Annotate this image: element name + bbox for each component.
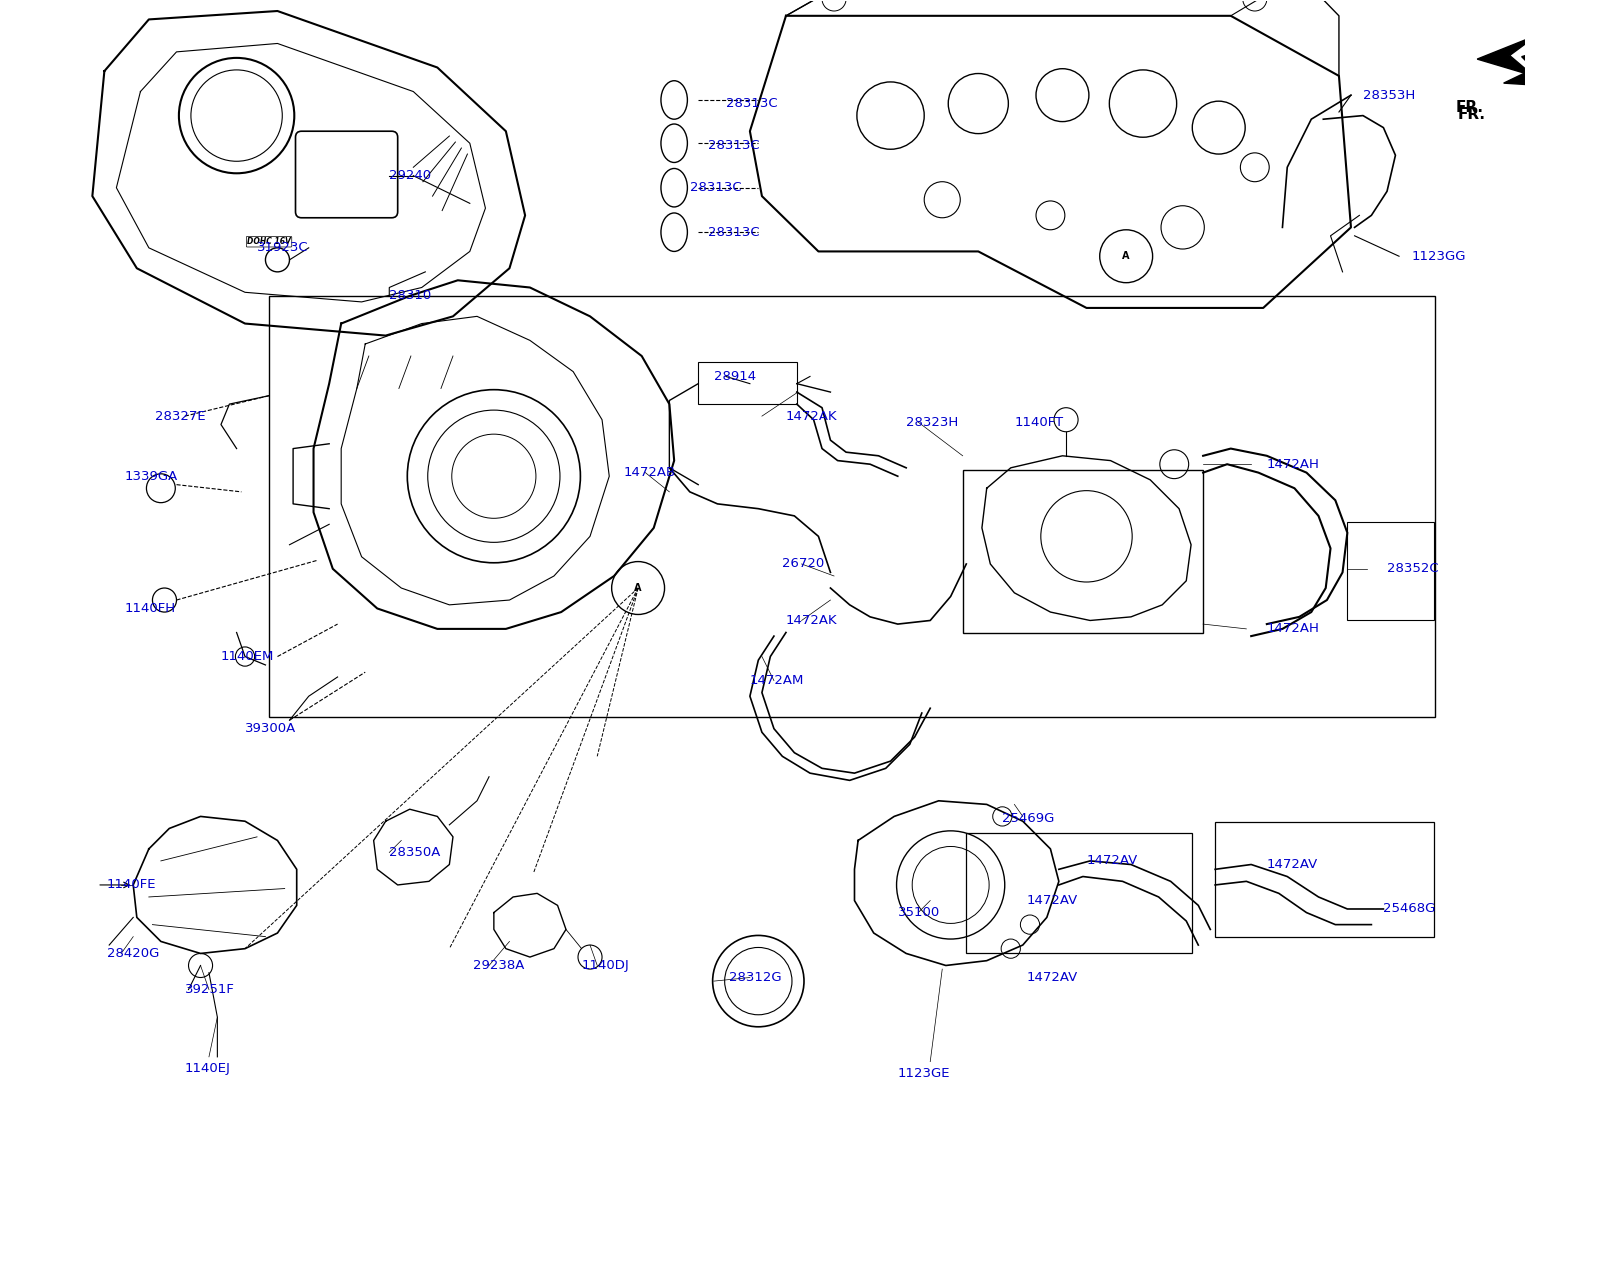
Text: 31923C: 31923C — [257, 242, 309, 254]
Text: 1472AK: 1472AK — [786, 614, 837, 627]
Text: 28353H: 28353H — [1363, 89, 1414, 101]
Text: 28327E: 28327E — [154, 410, 206, 423]
Text: 1472AV: 1472AV — [1025, 894, 1077, 907]
Text: 1140EJ: 1140EJ — [185, 1063, 231, 1075]
Text: 1140FE: 1140FE — [106, 878, 156, 892]
Text: A: A — [1122, 252, 1130, 262]
Text: 28914: 28914 — [714, 369, 755, 383]
Bar — [268, 296, 1433, 717]
Text: 29238A: 29238A — [472, 959, 524, 972]
Text: 1472AK: 1472AK — [786, 410, 837, 423]
Text: 28350A: 28350A — [389, 846, 440, 859]
Text: 25468G: 25468G — [1382, 902, 1435, 916]
Text: A: A — [635, 583, 641, 593]
Text: 28323H: 28323H — [906, 416, 958, 429]
Text: 1472AH: 1472AH — [1266, 622, 1319, 635]
Text: 25469G: 25469G — [1001, 812, 1054, 825]
Text: 28420G: 28420G — [106, 947, 159, 960]
Text: 1123GG: 1123GG — [1411, 249, 1464, 263]
Bar — [966, 834, 1191, 954]
Text: 39251F: 39251F — [185, 983, 235, 996]
Bar — [1347, 522, 1433, 620]
Text: 1140DJ: 1140DJ — [582, 959, 628, 972]
Bar — [963, 471, 1202, 632]
Polygon shape — [1477, 35, 1536, 76]
Text: 1140EM: 1140EM — [220, 650, 275, 663]
Text: 1339GA: 1339GA — [125, 469, 178, 483]
Text: 1140FT: 1140FT — [1014, 416, 1062, 429]
Text: 35100: 35100 — [897, 906, 940, 920]
Text: 29240: 29240 — [389, 170, 431, 182]
Text: 1472AB: 1472AB — [624, 466, 675, 479]
Text: 1472AV: 1472AV — [1025, 972, 1077, 984]
Text: 28310: 28310 — [389, 290, 431, 302]
Bar — [1215, 822, 1433, 936]
Text: 28313C: 28313C — [707, 139, 759, 152]
Text: 1472AV: 1472AV — [1086, 854, 1138, 868]
Bar — [697, 362, 797, 404]
Text: 28313C: 28313C — [689, 181, 741, 195]
Text: 1472AM: 1472AM — [749, 674, 804, 687]
Text: 28352C: 28352C — [1387, 562, 1438, 576]
Text: 28313C: 28313C — [725, 97, 778, 110]
Text: FR.: FR. — [1454, 100, 1483, 115]
Text: 1472AV: 1472AV — [1266, 858, 1318, 872]
Text: DOHC 16V: DOHC 16V — [247, 238, 291, 247]
Text: 28312G: 28312G — [730, 972, 781, 984]
Text: 39300A: 39300A — [244, 722, 296, 735]
Polygon shape — [1503, 49, 1544, 86]
Text: 1472AH: 1472AH — [1266, 458, 1319, 471]
Text: 1123GE: 1123GE — [897, 1068, 950, 1080]
Text: 1140FH: 1140FH — [125, 602, 175, 615]
Text: FR.: FR. — [1456, 108, 1485, 123]
Text: 26720: 26720 — [783, 558, 824, 571]
Text: 28313C: 28313C — [707, 225, 759, 239]
